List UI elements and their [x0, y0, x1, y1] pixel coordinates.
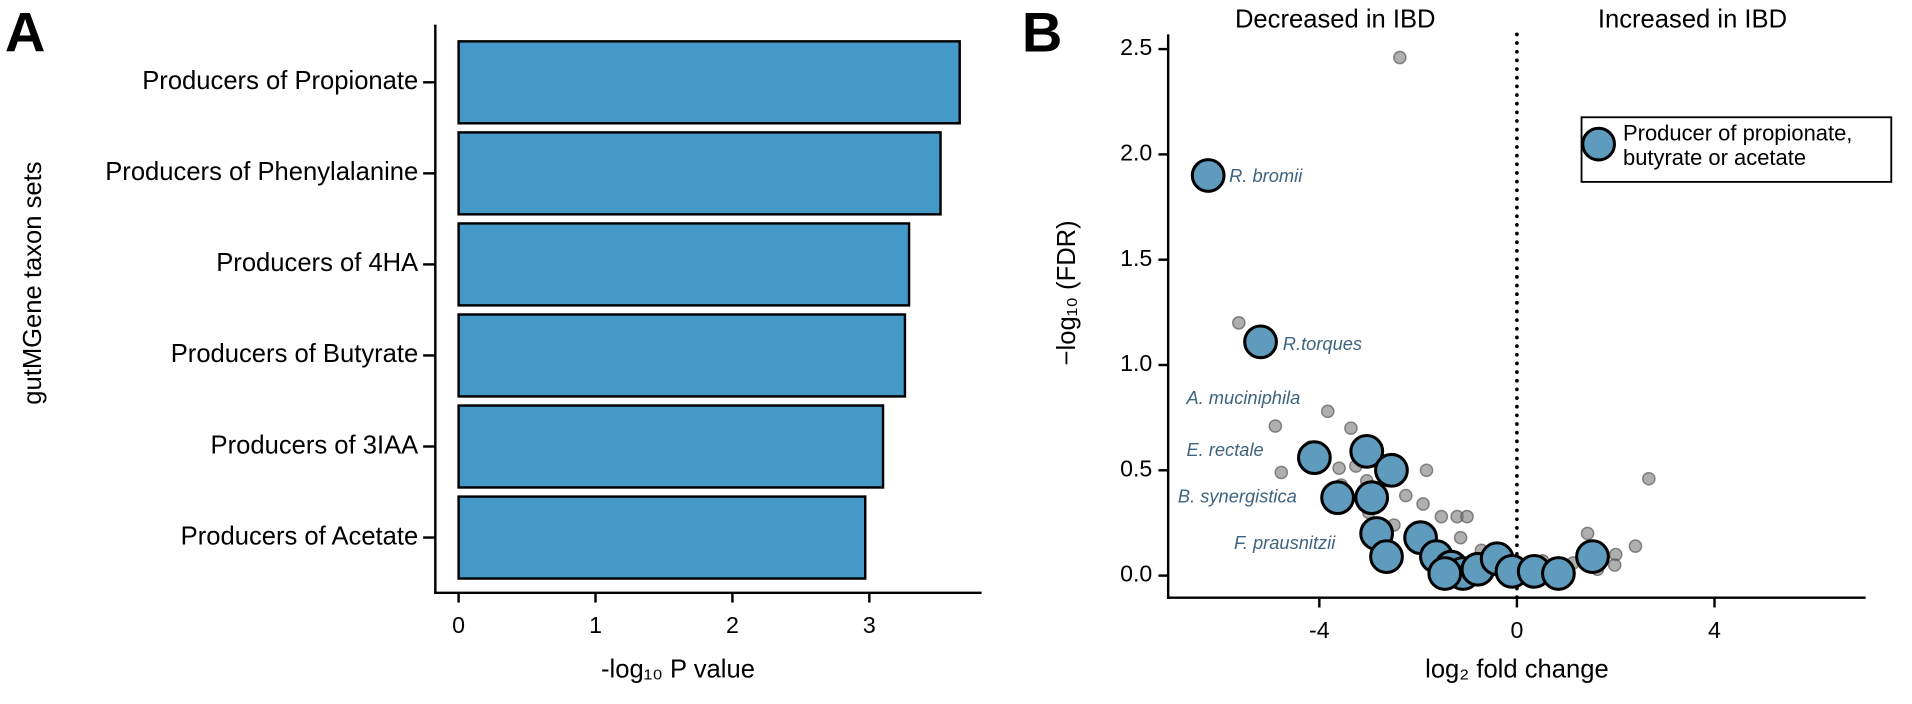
- point: [1434, 509, 1449, 524]
- point: [1332, 461, 1346, 476]
- bar: [457, 495, 867, 580]
- point: [1628, 539, 1643, 553]
- annotation: E. rectale: [1186, 439, 1263, 460]
- point: [1453, 530, 1468, 545]
- panel-label: A: [5, 1, 46, 64]
- x-tick-label: -4: [1309, 617, 1330, 643]
- point: [1320, 404, 1335, 419]
- point: [1575, 539, 1610, 575]
- point: [1393, 50, 1407, 65]
- panel-label: B: [1022, 1, 1063, 64]
- point: [1607, 558, 1622, 572]
- point: [1641, 471, 1656, 486]
- y-tick-label: Producers of Phenylalanine: [105, 158, 418, 186]
- header: Decreased in IBD: [1235, 6, 1436, 34]
- y-tick-label: Producers of Butyrate: [171, 340, 419, 368]
- x-tick-label: 4: [1708, 617, 1721, 643]
- point: [1419, 463, 1434, 478]
- point: [1243, 324, 1278, 360]
- point: [1580, 526, 1595, 541]
- point: [1274, 465, 1289, 480]
- x-tick-label: 2: [726, 612, 739, 638]
- point: [1427, 556, 1463, 591]
- point: [1354, 480, 1390, 516]
- bar: [457, 313, 907, 398]
- point: [1190, 158, 1226, 193]
- y-tick-label: Producers of Acetate: [181, 522, 419, 550]
- annotation: A. muciniphila: [1185, 387, 1300, 408]
- point: [1344, 421, 1358, 436]
- annotation: R.torques: [1283, 333, 1362, 354]
- x-axis-label: -log₁₀ P value: [601, 656, 755, 684]
- x-tick-label: 0: [452, 612, 465, 638]
- x-axis-label: log₂ fold change: [1425, 656, 1609, 684]
- bar: [457, 404, 885, 489]
- bar: [457, 40, 961, 125]
- legend-marker: [1581, 126, 1616, 162]
- legend-box: [1580, 116, 1893, 183]
- y-tick-label: Producers of Propionate: [142, 67, 418, 95]
- point: [1297, 440, 1332, 476]
- point: [1320, 480, 1355, 516]
- y-tick-label: 0.5: [1120, 455, 1152, 481]
- annotation: B. synergistica: [1178, 486, 1297, 507]
- legend-label: Producer of propionate, butyrate or acet…: [1623, 120, 1853, 170]
- y-tick-label: 1.0: [1120, 350, 1152, 376]
- y-tick-label: Producers of 3IAA: [211, 431, 420, 459]
- y-axis-label: −log₁₀ (FDR): [1053, 220, 1081, 365]
- point: [1460, 509, 1474, 524]
- x-tick-label: 3: [863, 612, 876, 638]
- point: [1231, 316, 1246, 330]
- y-tick-label: 2.5: [1120, 34, 1152, 60]
- x-tick-label: 0: [1510, 617, 1523, 643]
- point: [1374, 452, 1409, 488]
- annotation: R. bromii: [1229, 165, 1303, 186]
- y-tick-label: 0.0: [1120, 561, 1152, 587]
- point: [1349, 433, 1385, 469]
- point: [1416, 497, 1430, 511]
- header: Increased in IBD: [1598, 6, 1787, 34]
- y-tick-label: 1.5: [1120, 245, 1152, 271]
- y-tick-label: Producers of 4HA: [216, 249, 419, 277]
- annotation: F. prausnitzii: [1234, 532, 1336, 553]
- bar: [457, 131, 942, 216]
- point: [1369, 539, 1404, 575]
- point: [1398, 488, 1413, 503]
- y-tick-label: 2.0: [1120, 140, 1152, 166]
- point: [1268, 419, 1283, 433]
- point: [1541, 556, 1576, 591]
- bar: [457, 222, 911, 307]
- legend-entry: Producer of propionate, butyrate or acet…: [1623, 120, 1853, 170]
- x-tick-label: 1: [589, 612, 602, 638]
- y-axis-label: gutMGene taxon sets: [19, 161, 47, 404]
